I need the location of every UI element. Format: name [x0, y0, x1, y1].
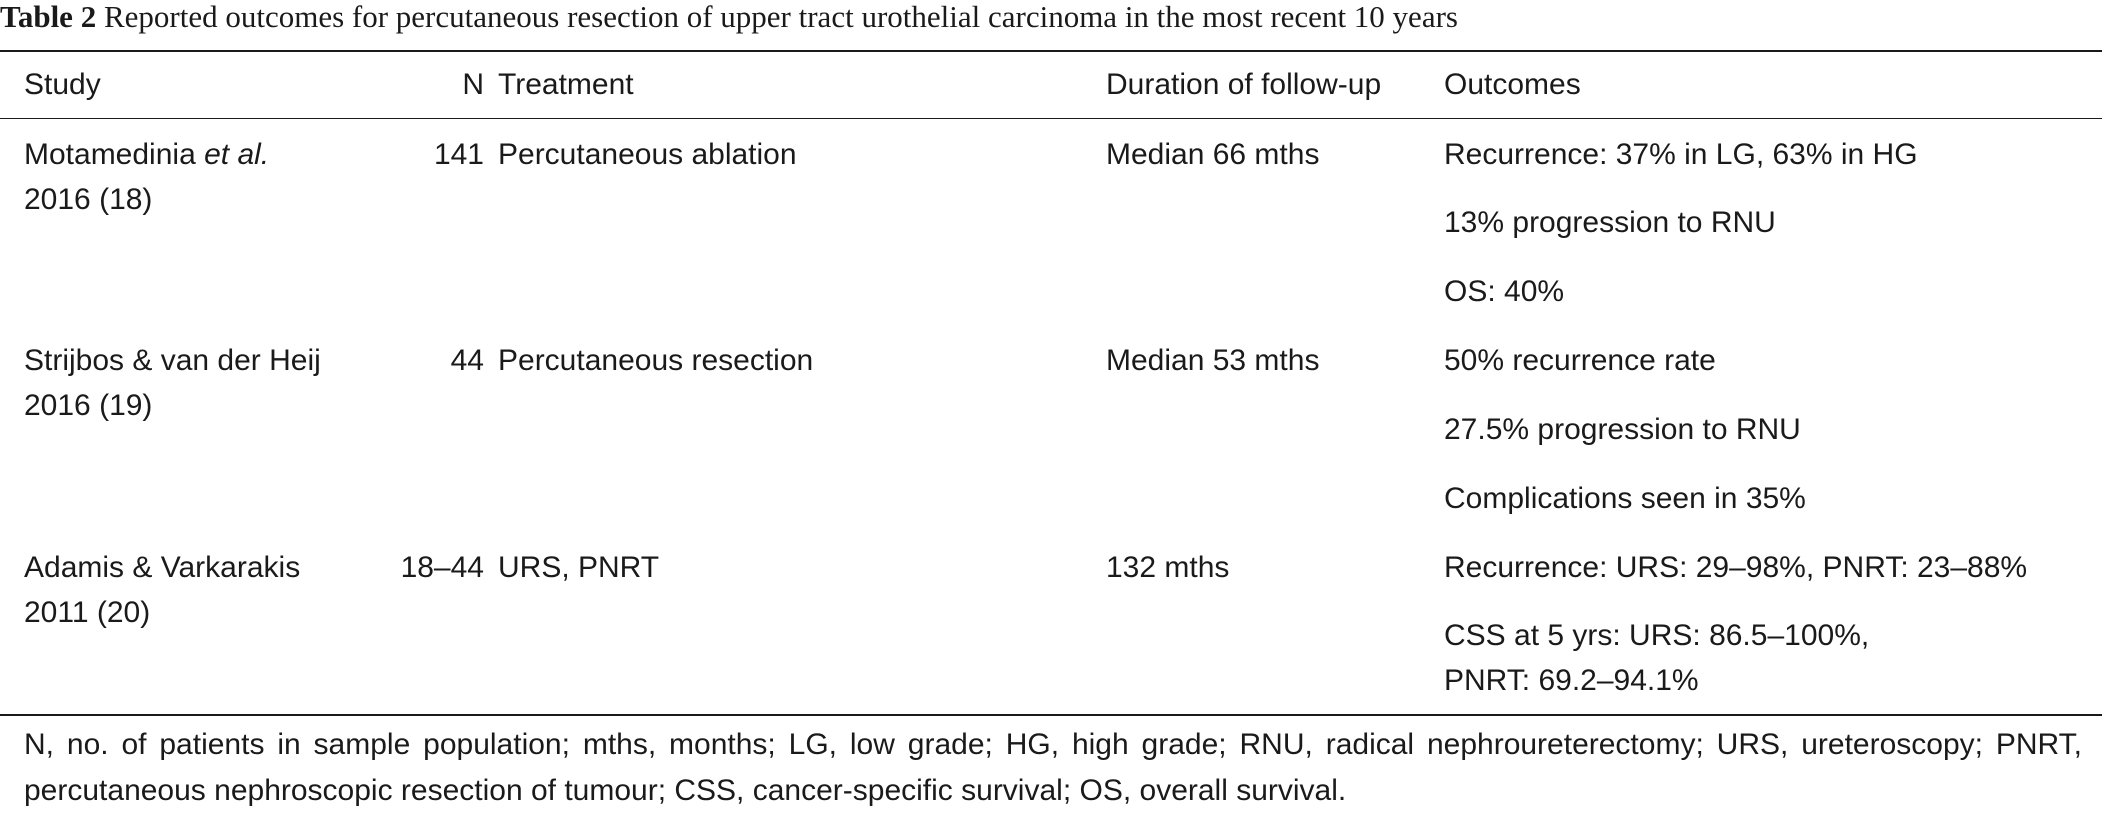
outcome-line: Recurrence: URS: 29–98%, PNRT: 23–88%	[1444, 551, 2028, 584]
study-year: 2016 (19)	[24, 389, 153, 422]
study-year: 2016 (18)	[24, 183, 153, 216]
study-name-text: Motamedinia	[24, 138, 205, 171]
outcome-line: Complications seen in 35%	[1444, 482, 1806, 515]
outcome-line: 50% recurrence rate	[1444, 344, 1716, 377]
treatment: URS, PNRT	[498, 551, 660, 584]
n-value: 18–44	[400, 551, 484, 584]
treatment: Percutaneous resection	[498, 344, 814, 377]
outcome-line: PNRT: 69.2–94.1%	[1444, 664, 1699, 697]
duration: Median 53 mths	[1106, 344, 1320, 377]
n-value: 44	[450, 344, 484, 377]
bottom-rule	[0, 714, 2102, 716]
header-study: Study	[24, 68, 101, 101]
study-year: 2011 (20)	[24, 596, 151, 629]
outcome-line: 27.5% progression to RNU	[1444, 413, 1801, 446]
study-name: Strijbos & van der Heij	[24, 344, 321, 377]
table-caption-text: Reported outcomes for percutaneous resec…	[96, 0, 1458, 34]
n-value: 141	[433, 138, 484, 171]
outcome-line: OS: 40%	[1444, 275, 1565, 308]
duration: 132 mths	[1106, 551, 1230, 584]
duration: Median 66 mths	[1106, 138, 1320, 171]
study-name-italic: et al.	[204, 138, 270, 171]
header-duration: Duration of follow-up	[1106, 68, 1382, 101]
header-outcomes: Outcomes	[1444, 68, 1581, 101]
outcome-line: 13% progression to RNU	[1444, 206, 1776, 239]
study-name: Adamis & Varkarakis	[24, 551, 301, 584]
table-footnote: N, no. of patients in sample population;…	[24, 728, 2082, 807]
treatment: Percutaneous ablation	[498, 138, 797, 171]
header-n: N	[462, 68, 484, 101]
table-caption: Table 2 Reported outcomes for percutaneo…	[0, 0, 2102, 34]
header-rule	[0, 118, 2102, 119]
outcome-line: Recurrence: 37% in LG, 63% in HG	[1444, 138, 1918, 171]
header-treatment: Treatment	[498, 68, 634, 101]
outcome-line: CSS at 5 yrs: URS: 86.5–100%,	[1444, 619, 1870, 652]
study-name: Motamedinia et al.	[24, 133, 269, 177]
table-caption-label: Table 2	[0, 0, 97, 34]
top-rule	[0, 50, 2102, 52]
